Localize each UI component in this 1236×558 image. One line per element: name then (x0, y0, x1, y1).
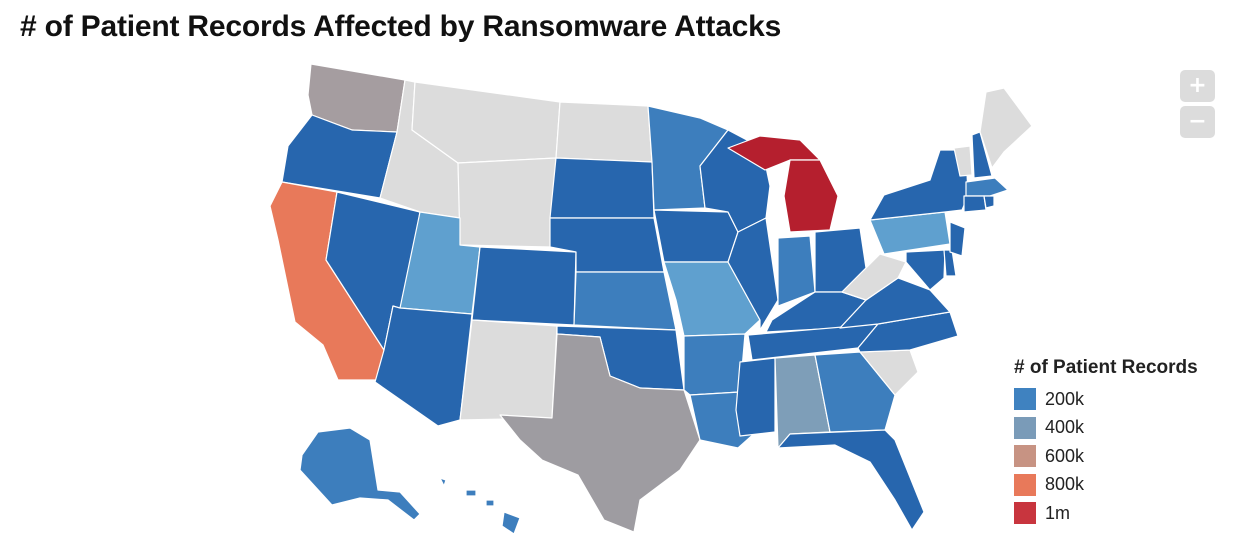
state-wv[interactable] (841, 253, 907, 301)
state-ma[interactable] (965, 177, 1009, 197)
state-az[interactable] (374, 305, 473, 427)
state-hi[interactable] (439, 477, 521, 535)
legend-swatch (1014, 416, 1036, 439)
state-sd[interactable] (549, 157, 655, 219)
state-ak[interactable] (299, 427, 421, 521)
legend-swatch (1014, 388, 1036, 411)
state-ri[interactable] (983, 195, 995, 209)
map-title: # of Patient Records Affected by Ransomw… (20, 10, 782, 43)
state-ny[interactable] (869, 149, 969, 221)
state-co[interactable] (471, 246, 577, 326)
legend-label: 800k (1045, 474, 1085, 495)
state-ia[interactable] (653, 209, 739, 263)
legend-label: 400k (1045, 417, 1085, 438)
state-nd[interactable] (555, 101, 653, 163)
legend: # of Patient Records 200k 400k 600k 800k… (1014, 357, 1224, 528)
state-ct[interactable] (963, 195, 987, 213)
state-nj[interactable] (949, 221, 966, 257)
legend-title: # of Patient Records (1014, 357, 1198, 378)
state-mi[interactable] (783, 159, 839, 233)
legend-item-1m[interactable]: 1m (1014, 499, 1224, 528)
state-il[interactable] (727, 217, 779, 331)
state-vt[interactable] (953, 145, 973, 177)
legend-item-800k[interactable]: 800k (1014, 471, 1224, 500)
state-ks[interactable] (573, 271, 677, 331)
state-ga[interactable] (814, 351, 896, 433)
state-ar[interactable] (683, 333, 746, 396)
state-wy[interactable] (457, 157, 557, 248)
legend-item-200k[interactable]: 200k (1014, 385, 1224, 414)
legend-item-600k[interactable]: 600k (1014, 442, 1224, 471)
state-de[interactable] (943, 249, 957, 277)
zoom-in-button[interactable]: + (1180, 70, 1215, 102)
state-nm[interactable] (459, 319, 558, 421)
state-ms[interactable] (735, 357, 776, 437)
zoom-out-button[interactable]: − (1180, 106, 1215, 138)
legend-label: 1m (1045, 502, 1071, 523)
state-fl[interactable] (777, 429, 925, 531)
state-md[interactable] (905, 249, 946, 291)
legend-swatch (1014, 473, 1036, 496)
legend-swatch (1014, 445, 1036, 468)
state-tx[interactable] (499, 333, 701, 533)
legend-label: 200k (1045, 388, 1085, 409)
legend-label: 600k (1045, 445, 1085, 466)
legend-swatch (1014, 502, 1036, 525)
state-me[interactable] (979, 87, 1033, 169)
state-nh[interactable] (971, 131, 993, 179)
legend-item-400k[interactable]: 400k (1014, 414, 1224, 443)
